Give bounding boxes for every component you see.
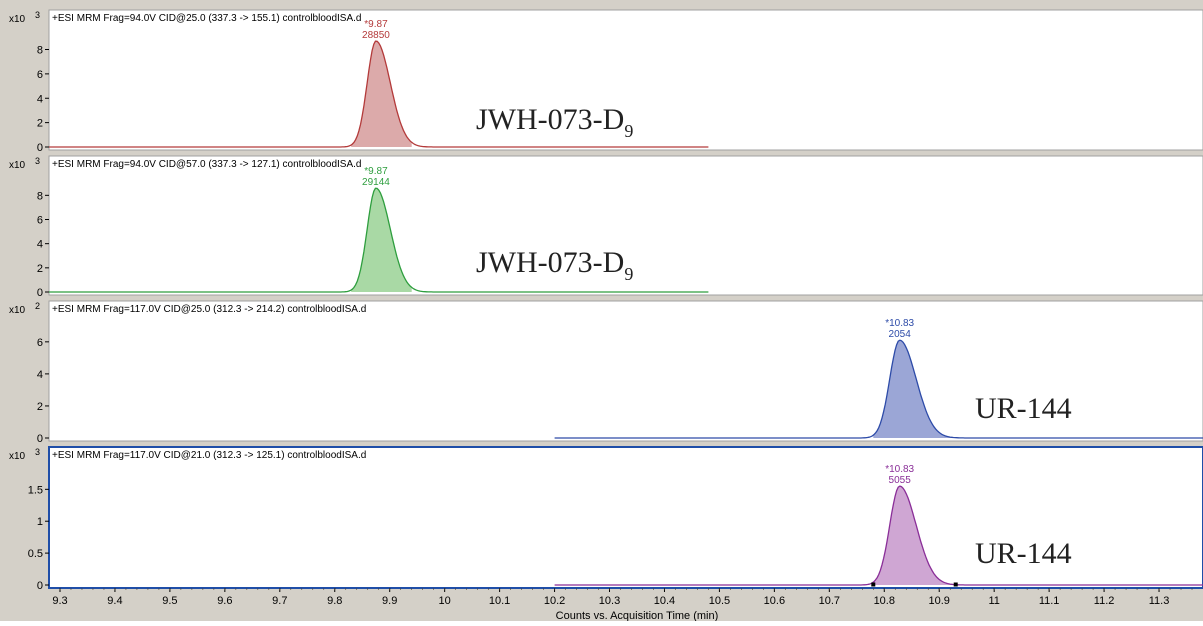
y-tick-label: 8 — [37, 45, 43, 57]
compound-name-subscript: 9 — [624, 121, 633, 141]
peak-area-fill — [873, 486, 956, 585]
compound-name: UR-144 — [975, 537, 1072, 570]
plot-area — [48, 446, 1203, 589]
panel-title: +ESI MRM Frag=117.0V CID@25.0 (312.3 -> … — [52, 304, 366, 315]
x-tick-label: 10 — [439, 595, 451, 607]
trace-line — [554, 339, 1203, 439]
peak-area-label: 28850 — [362, 30, 390, 41]
compound-name: JWH-073-D9 — [476, 246, 633, 284]
scale-exponent: 3 — [35, 447, 40, 457]
x-tick-label: 9.6 — [217, 595, 232, 607]
x-tick-label: 9.5 — [162, 595, 177, 607]
scale-label: x10 — [9, 14, 26, 25]
x-tick-label: 10.1 — [489, 595, 510, 607]
plot-area — [48, 9, 1203, 151]
peak-rt-label: *9.87 — [364, 166, 388, 177]
plot-area — [48, 155, 1203, 296]
compound-name-main: UR-144 — [975, 537, 1072, 570]
compound-name: UR-144 — [975, 392, 1072, 425]
chromatogram-panel-3: x10 2 +ESI MRM Frag=117.0V CID@25.0 (312.3… — [9, 300, 1203, 445]
x-tick-label: 9.3 — [52, 595, 67, 607]
compound-name-main: JWH-073-D — [476, 246, 624, 279]
y-tick-label: 1 — [37, 516, 43, 528]
y-tick-label: 0 — [37, 580, 43, 592]
peak-rt-label: *10.83 — [885, 318, 914, 329]
x-axis: 9.3 9.4 9.5 9.6 9.7 9.8 9.9 10 10.1 10.2 10.3 10.4 1… — [52, 588, 1193, 622]
scale-label: x10 — [9, 160, 26, 171]
x-tick-label: 10.5 — [709, 595, 730, 607]
panel-title: +ESI MRM Frag=117.0V CID@21.0 (312.3 -> … — [52, 450, 366, 461]
x-tick-label: 10.4 — [654, 595, 675, 607]
x-tick-label: 11.1 — [1039, 595, 1060, 607]
y-tick-label: 0 — [37, 287, 43, 299]
x-tick-label: 10.7 — [819, 595, 840, 607]
peak-rt-label: *10.83 — [885, 464, 914, 475]
integration-marker — [871, 582, 876, 587]
x-tick-label: 9.8 — [327, 595, 342, 607]
chromatogram-panel-4: x10 3 +ESI MRM Frag=117.0V CID@21.0 (312.3… — [9, 446, 1203, 592]
y-tick-label: 4 — [37, 369, 43, 381]
y-tick-label: 2 — [37, 118, 43, 130]
y-tick-label: 6 — [37, 337, 43, 349]
scale-exponent: 3 — [35, 10, 40, 20]
y-tick-label: 0.5 — [28, 548, 43, 560]
y-tick-label: 0 — [37, 433, 43, 445]
integration-marker — [953, 582, 958, 587]
peak-rt-label: *9.87 — [364, 19, 388, 30]
peak-area-fill — [873, 340, 956, 438]
chromatogram-panel-2: x10 3 +ESI MRM Frag=94.0V CID@57.0 (337.3 … — [9, 155, 1203, 299]
scale-label: x10 — [9, 305, 26, 316]
y-tick-label: 8 — [37, 190, 43, 202]
x-axis-label: Counts vs. Acquisition Time (min) — [556, 610, 719, 621]
x-tick-label: 9.4 — [107, 595, 122, 607]
x-tick-label: 11 — [988, 595, 999, 607]
x-tick-label: 9.9 — [382, 595, 397, 607]
peak-area-fill — [351, 41, 412, 147]
y-tick-label: 6 — [37, 69, 43, 81]
peak-area-fill — [351, 188, 412, 292]
compound-name-main: JWH-073-D — [476, 103, 624, 136]
x-tick-label: 10.8 — [874, 595, 895, 607]
x-tick-label: 10.9 — [929, 595, 950, 607]
trace-line — [49, 40, 709, 148]
chromatogram-panel-1: x10 3 +ESI MRM Frag=94.0V CID@25.0 (337.3 … — [9, 9, 1203, 154]
y-tick-label: 6 — [37, 215, 43, 227]
plot-area — [48, 300, 1203, 442]
x-tick-label: 10.2 — [544, 595, 565, 607]
y-tick-label: 1.5 — [28, 484, 43, 496]
scale-exponent: 2 — [35, 301, 40, 311]
compound-name-subscript: 9 — [624, 264, 633, 284]
x-tick-label: 10.3 — [599, 595, 620, 607]
scale-label: x10 — [9, 451, 26, 462]
panel-title: +ESI MRM Frag=94.0V CID@57.0 (337.3 -> 1… — [52, 159, 361, 170]
peak-area-label: 2054 — [889, 329, 912, 340]
peak-area-label: 5055 — [889, 475, 912, 486]
panel-title: +ESI MRM Frag=94.0V CID@25.0 (337.3 -> 1… — [52, 13, 361, 24]
compound-name-main: UR-144 — [975, 392, 1072, 425]
peak-area-label: 29144 — [362, 177, 390, 188]
y-tick-label: 2 — [37, 401, 43, 413]
compound-name: JWH-073-D9 — [476, 103, 633, 141]
y-tick-label: 4 — [37, 93, 43, 105]
trace-line — [49, 187, 709, 293]
x-tick-label: 11.2 — [1094, 595, 1115, 607]
y-tick-label: 2 — [37, 263, 43, 275]
y-tick-label: 0 — [37, 142, 43, 154]
x-tick-label: 9.7 — [272, 595, 287, 607]
trace-line — [554, 485, 1203, 586]
scale-exponent: 3 — [35, 156, 40, 166]
y-tick-label: 4 — [37, 239, 43, 251]
x-tick-label: 11.3 — [1149, 595, 1170, 607]
x-tick-label: 10.6 — [764, 595, 785, 607]
